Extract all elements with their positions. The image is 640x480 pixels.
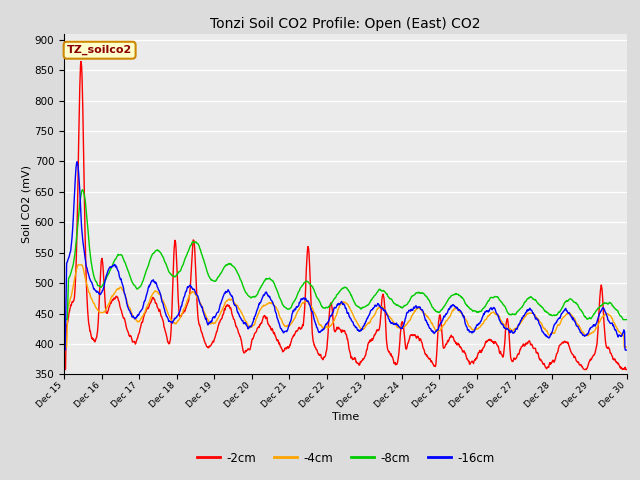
Y-axis label: Soil CO2 (mV): Soil CO2 (mV) [22, 165, 32, 243]
Text: TZ_soilco2: TZ_soilco2 [67, 45, 132, 55]
X-axis label: Time: Time [332, 412, 359, 422]
Legend: -2cm, -4cm, -8cm, -16cm: -2cm, -4cm, -8cm, -16cm [192, 447, 499, 469]
Title: Tonzi Soil CO2 Profile: Open (East) CO2: Tonzi Soil CO2 Profile: Open (East) CO2 [211, 17, 481, 31]
